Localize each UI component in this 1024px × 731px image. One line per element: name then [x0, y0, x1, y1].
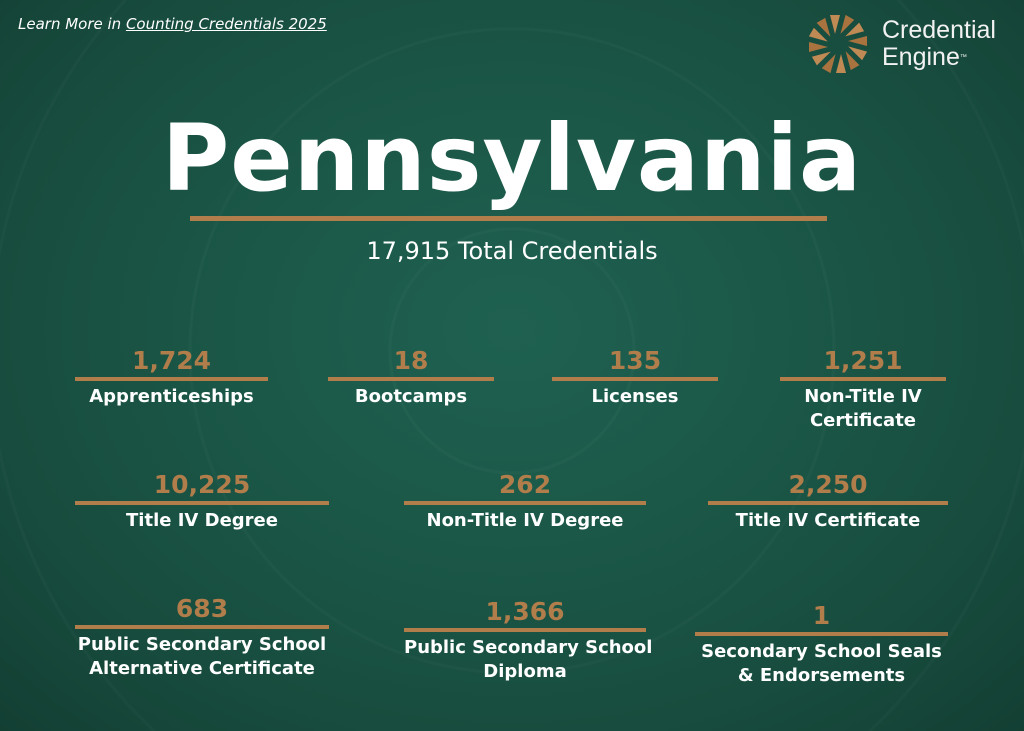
stat-value: 1,251: [823, 346, 903, 375]
stat-divider: [708, 501, 948, 505]
stat-label: Bootcamps: [328, 385, 494, 409]
stat-item: 683 Public Secondary School Alternative C…: [75, 595, 329, 681]
stat-label: Non-Title IV Degree: [404, 509, 646, 533]
stat-divider: [75, 625, 329, 629]
stat-value: 18: [393, 346, 429, 375]
stat-item: 1,251 Non-Title IV Certificate: [780, 347, 946, 433]
stat-value: 683: [175, 594, 229, 623]
stat-divider: [75, 501, 329, 505]
learn-more-prefix: Learn More in: [18, 15, 126, 33]
stat-item: 2,250 Title IV Certificate: [708, 471, 948, 533]
stat-item: 135 Licenses: [552, 347, 718, 409]
stat-divider: [404, 501, 646, 505]
stat-label: Licenses: [552, 385, 718, 409]
logo-line1: Credential: [882, 16, 996, 44]
stat-label-line: Public Secondary School: [77, 634, 327, 655]
total-credentials: 17,915 Total Credentials: [366, 237, 658, 265]
stat-label: Title IV Degree: [75, 509, 329, 533]
stat-value: 262: [498, 470, 552, 499]
stat-label-line: Diploma: [483, 661, 567, 682]
stat-label-line: & Endorsements: [737, 665, 906, 686]
stat-divider: [695, 632, 948, 636]
stat-divider: [75, 377, 268, 381]
stat-label: Non-Title IV Certificate: [780, 385, 946, 433]
stat-value: 10,225: [153, 470, 251, 499]
stat-label: Apprenticeships: [75, 385, 268, 409]
stat-label-line: Apprenticeships: [89, 386, 254, 407]
stat-value: 1,366: [485, 597, 565, 626]
logo-trademark: ™: [959, 54, 967, 61]
stat-label: Public Secondary School Diploma: [404, 636, 653, 684]
pinwheel-logo-icon: [808, 14, 868, 74]
stat-label-line: Non-Title IV Degree: [426, 510, 624, 531]
stat-value: 1,724: [131, 346, 212, 375]
stat-label-line: Public Secondary School: [404, 637, 653, 658]
stat-label-line: Alternative Certificate: [89, 658, 315, 679]
stat-value: 1: [812, 601, 831, 630]
stat-label-line: Licenses: [591, 386, 679, 407]
stat-divider: [552, 377, 718, 381]
stat-value: 135: [608, 346, 662, 375]
stat-label: Secondary School Seals & Endorsements: [695, 640, 948, 688]
stat-label: Public Secondary School Alternative Certi…: [75, 633, 329, 681]
stat-divider: [404, 628, 646, 632]
stat-item: 1,724 Apprenticeships: [75, 347, 268, 409]
logo-line2: Engine: [882, 43, 960, 71]
stat-label-line: Title IV Degree: [126, 510, 278, 531]
counting-credentials-link[interactable]: Counting Credentials 2025: [125, 15, 327, 33]
stat-label: Title IV Certificate: [708, 509, 948, 533]
stat-label-line: Certificate: [809, 410, 917, 431]
stat-item: 18 Bootcamps: [328, 347, 494, 409]
stat-item: 1,366 Public Secondary School Diploma: [404, 597, 653, 684]
stat-item: 10,225 Title IV Degree: [75, 471, 329, 533]
credential-engine-logo: Credential Engine™: [806, 12, 996, 76]
learn-more-text: Learn More in Counting Credentials 2025: [18, 15, 327, 33]
logo-text: Credential Engine™: [882, 17, 996, 71]
stat-item: 262 Non-Title IV Degree: [404, 471, 646, 533]
page-title: Pennsylvania: [161, 105, 863, 212]
title-underline: [190, 216, 827, 221]
stat-item: 1 Secondary School Seals & Endorsements: [695, 602, 948, 688]
stat-value: 2,250: [788, 470, 868, 499]
stat-label-line: Title IV Certificate: [735, 510, 921, 531]
stat-label-line: Bootcamps: [354, 386, 468, 407]
stat-divider: [328, 377, 494, 381]
stat-divider: [780, 377, 946, 381]
stat-label-line: Non-Title IV: [804, 386, 922, 407]
stat-label-line: Secondary School Seals: [701, 641, 942, 662]
